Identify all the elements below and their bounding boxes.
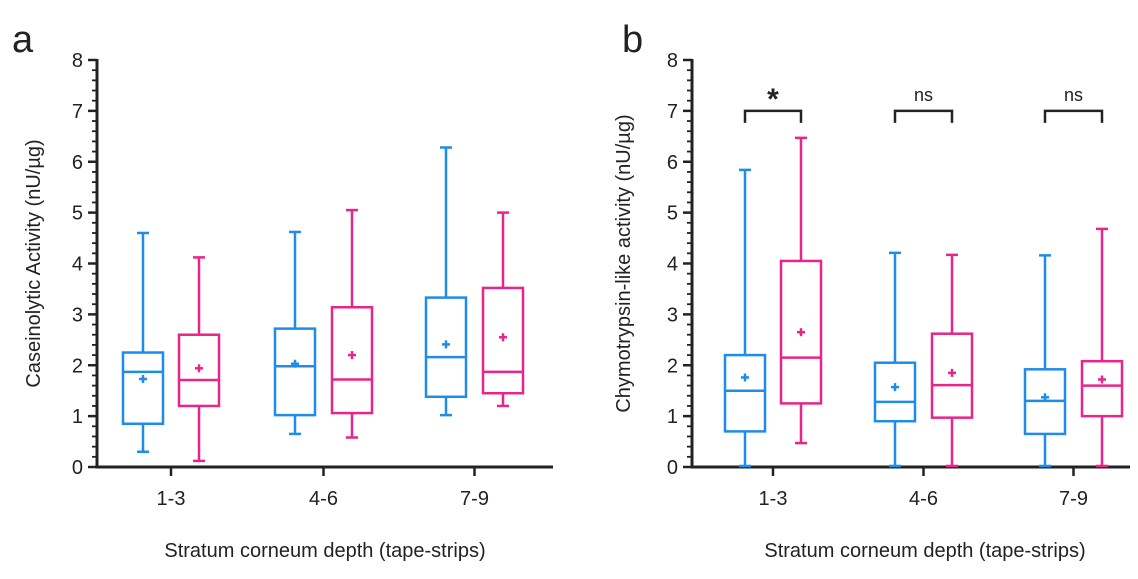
y-tick-label: 8 xyxy=(72,50,83,72)
y-tick-label: 2 xyxy=(72,355,83,377)
iqr-box xyxy=(873,361,917,423)
y-tick-label: 7 xyxy=(667,101,678,123)
iqr-box xyxy=(723,353,767,433)
x-tick-label: 7-9 xyxy=(460,488,489,510)
iqr-box xyxy=(273,327,317,417)
x-tick-label: 4-6 xyxy=(909,488,938,510)
x-tick-label: 1-3 xyxy=(759,488,788,510)
chart-panel-a: a 0 1 2 3 4 5 6 7 8 1-3 4-6 7-9 Stratum corneum depth… xyxy=(12,19,553,562)
y-tick-label: 4 xyxy=(667,254,678,276)
bracket-line xyxy=(743,109,803,123)
box-plot xyxy=(177,256,221,463)
significance-label: ns xyxy=(914,85,933,105)
x-tick-label: 4-6 xyxy=(309,488,338,510)
y-tick-label: 4 xyxy=(72,254,83,276)
box-plot xyxy=(1023,254,1067,468)
significance-bracket: ns xyxy=(893,85,954,123)
box-plot xyxy=(930,253,974,468)
box-plot xyxy=(481,211,525,408)
y-tick-label: 7 xyxy=(72,101,83,123)
box-plot xyxy=(424,146,468,417)
bracket-line xyxy=(893,109,954,123)
iqr-box xyxy=(1080,359,1124,418)
significance-bracket: * xyxy=(743,83,803,123)
box-plot xyxy=(330,208,374,439)
y-tick-label: 3 xyxy=(72,304,83,326)
y-tick-label: 6 xyxy=(667,152,678,174)
box-plot xyxy=(723,168,767,468)
x-axis-title: Stratum corneum depth (tape-strips) xyxy=(164,540,485,562)
y-tick-label: 1 xyxy=(667,406,678,428)
significance-bracket: ns xyxy=(1043,85,1104,123)
y-tick-label: 5 xyxy=(667,203,678,225)
y-tick-label: 1 xyxy=(72,406,83,428)
y-axis-title: Caseinolytic Activity (nU/µg) xyxy=(23,139,45,387)
iqr-box xyxy=(330,306,374,415)
panel-letter: a xyxy=(12,19,34,61)
x-tick-label: 7-9 xyxy=(1059,488,1088,510)
y-tick-label: 5 xyxy=(72,203,83,225)
box-plot xyxy=(873,251,917,468)
box-plot xyxy=(121,231,165,453)
iqr-box xyxy=(121,351,165,426)
box-plot xyxy=(273,230,317,436)
y-tick-label: 8 xyxy=(667,50,678,72)
y-tick-label: 2 xyxy=(667,355,678,377)
box-plot xyxy=(1080,227,1124,468)
y-axis-title: Chymotrypsin-like activity (nU/µg) xyxy=(613,114,635,412)
box-plot xyxy=(779,136,823,445)
y-tick-label: 0 xyxy=(667,457,678,479)
significance-label: * xyxy=(767,83,779,116)
y-tick-label: 3 xyxy=(667,304,678,326)
x-tick-label: 1-3 xyxy=(157,488,186,510)
y-tick-label: 6 xyxy=(72,152,83,174)
chart-panel-b: b 0 1 2 3 4 5 6 7 8 1-3 4-6 7-9 Stratum corneum depth… xyxy=(613,19,1130,562)
x-axis-title: Stratum corneum depth (tape-strips) xyxy=(764,540,1085,562)
significance-label: ns xyxy=(1064,85,1083,105)
y-tick-label: 0 xyxy=(72,457,83,479)
panel-letter: b xyxy=(622,19,643,61)
bracket-line xyxy=(1043,109,1104,123)
